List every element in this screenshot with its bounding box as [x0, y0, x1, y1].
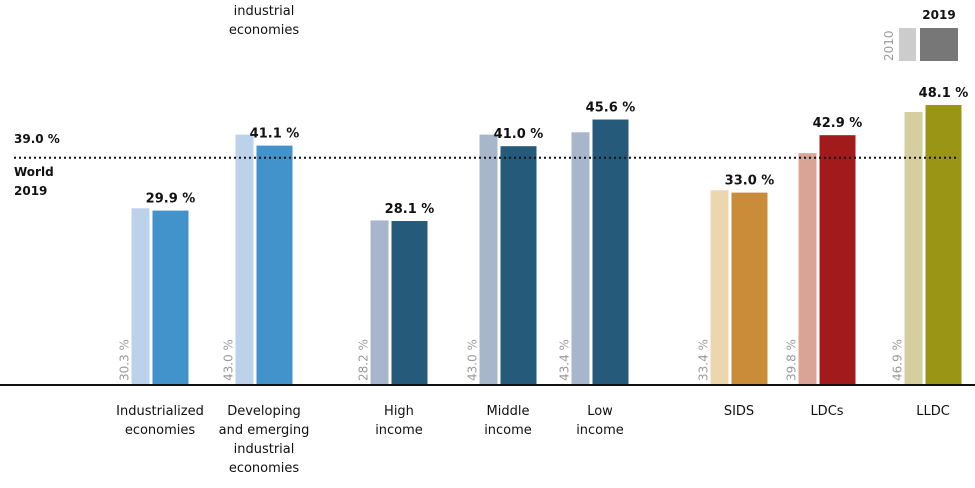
category-label-6-0: LDCs	[810, 404, 843, 419]
bar-2019-5	[731, 192, 768, 384]
top-fragment-line2: economies	[229, 23, 300, 38]
category-label-1-3: economies	[229, 461, 300, 476]
data-label-2019-0: 29.9 %	[146, 192, 196, 207]
category-label-4-1: income	[576, 423, 624, 438]
legend-swatch-2010	[899, 28, 916, 61]
bar-2010-4	[571, 132, 590, 384]
bar-2010-2	[370, 220, 389, 384]
data-label-2010-0: 30.3 %	[118, 339, 132, 381]
category-label-7-0: LLDC	[916, 404, 950, 419]
bar-2019-6	[819, 135, 856, 384]
bar-2019-3	[500, 146, 537, 384]
data-label-2019-7: 48.1 %	[919, 86, 969, 101]
data-label-2019-3: 41.0 %	[494, 127, 544, 142]
bar-2019-2	[391, 221, 428, 384]
labels-layer: 29.9 % 30.3 % Industrialized economies 41.1 …	[116, 86, 968, 476]
data-label-2019-6: 42.9 %	[813, 116, 863, 131]
data-label-2010-3: 43.0 %	[466, 339, 480, 381]
world-reference-caption-line2: 2019	[14, 184, 47, 198]
legend-swatch-2019	[920, 28, 958, 61]
data-label-2010-2: 28.2 %	[357, 339, 371, 381]
category-label-0-0: Industrialized	[116, 404, 204, 419]
category-label-3-0: Middle	[487, 404, 530, 419]
data-label-2019-4: 45.6 %	[586, 101, 636, 116]
bar-2010-7	[904, 111, 923, 384]
category-label-1-0: Developing	[227, 404, 301, 419]
data-label-2019-1: 41.1 %	[250, 127, 300, 142]
data-label-2010-6: 39.8 %	[785, 339, 799, 381]
data-label-2010-7: 46.9 %	[891, 339, 905, 381]
category-label-2-0: High	[384, 404, 414, 419]
world-reference-caption-line1: World	[14, 165, 54, 179]
category-label-4-0: Low	[587, 404, 613, 419]
data-label-2010-1: 43.0 %	[222, 339, 236, 381]
data-label-2010-4: 43.4 %	[558, 339, 572, 381]
bar-2019-1	[256, 145, 293, 384]
data-label-2019-2: 28.1 %	[385, 202, 435, 217]
category-label-3-1: income	[484, 423, 532, 438]
legend-label-2019: 2019	[922, 8, 955, 22]
category-label-1-2: industrial	[234, 442, 295, 457]
data-label-2010-5: 33.4 %	[697, 339, 711, 381]
bar-2010-0	[131, 208, 150, 384]
legend-label-2010: 2010	[882, 30, 896, 61]
data-label-2019-5: 33.0 %	[725, 174, 775, 189]
legend: 2010 2019	[882, 8, 958, 61]
bar-2010-6	[798, 153, 817, 384]
category-label-2-1: income	[375, 423, 423, 438]
world-reference-value: 39.0 %	[14, 132, 60, 146]
bar-2010-1	[235, 134, 254, 384]
bar-2019-4	[592, 119, 629, 385]
category-label-0-1: economies	[125, 423, 196, 438]
bar-2019-0	[152, 210, 189, 384]
bar-2010-5	[710, 190, 729, 384]
category-label-5-0: SIDS	[724, 404, 754, 419]
top-fragment-line1: industrial	[234, 4, 295, 19]
category-label-1-1: and emerging	[219, 423, 310, 438]
bar-2019-7	[925, 105, 962, 385]
bar-2010-3	[479, 134, 498, 384]
bars-layer	[131, 105, 962, 385]
